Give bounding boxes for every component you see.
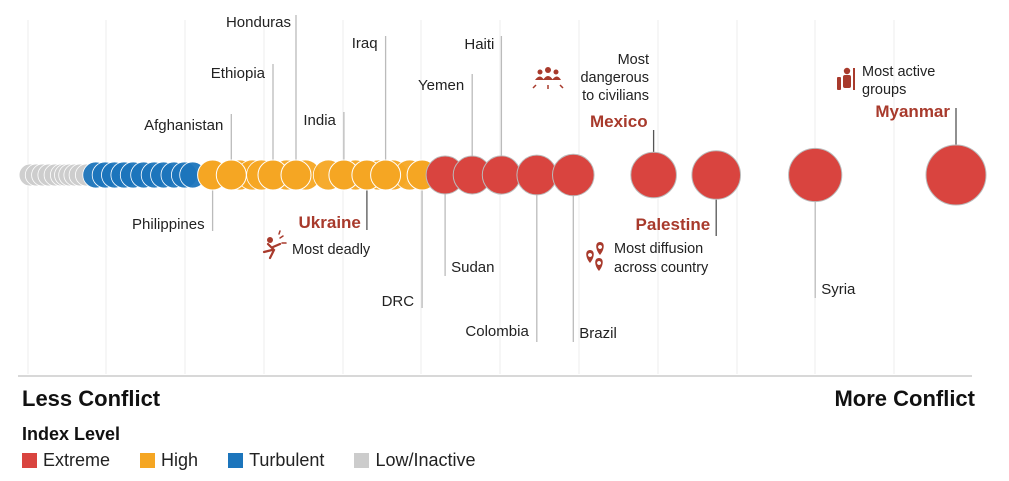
label-mexico: Mexico bbox=[590, 112, 648, 131]
label-honduras: Honduras bbox=[226, 14, 291, 31]
bubble-colombia bbox=[516, 154, 558, 196]
annotation-text-mexico: Most dangerous to civilians bbox=[580, 52, 649, 104]
label-myanmar: Myanmar bbox=[875, 102, 950, 121]
legend-item-low-inactive: Low/Inactive bbox=[354, 450, 476, 471]
axis-left-label: Less Conflict bbox=[22, 386, 161, 411]
bubble-mexico bbox=[630, 151, 677, 199]
bubble-iraq bbox=[370, 159, 402, 191]
country-bubbles bbox=[18, 144, 987, 206]
bubble-palestine bbox=[691, 150, 742, 200]
label-brazil: Brazil bbox=[579, 325, 617, 342]
axis-right-label: More Conflict bbox=[834, 386, 975, 411]
bubble-syria bbox=[788, 147, 843, 203]
legend-label-high: High bbox=[161, 450, 199, 470]
label-syria: Syria bbox=[821, 281, 856, 298]
legend-swatch-high bbox=[140, 453, 156, 468]
gridlines bbox=[27, 20, 895, 374]
legend-item-high: High bbox=[140, 450, 198, 471]
annotation-mexico: Most dangerous to civilians bbox=[532, 52, 649, 104]
bubble-honduras bbox=[280, 159, 312, 191]
legend-label-extreme: Extreme bbox=[43, 450, 111, 470]
annotation-palestine: Most diffusion across country bbox=[586, 241, 709, 276]
legend-swatch-extreme bbox=[22, 453, 37, 468]
legend-label-turbulent: Turbulent bbox=[249, 450, 325, 470]
legend-swatch-low-inactive bbox=[354, 453, 370, 468]
label-india: India bbox=[303, 112, 336, 129]
label-iraq: Iraq bbox=[352, 35, 378, 52]
bubble-haiti bbox=[481, 155, 521, 195]
legend-label-low-inactive: Low/Inactive bbox=[375, 450, 476, 470]
label-yemen: Yemen bbox=[418, 77, 464, 94]
annotations: Most dangerous to civilians Most active grou… bbox=[262, 52, 935, 276]
legend-swatch-turbulent bbox=[228, 453, 244, 468]
label-haiti: Haiti bbox=[464, 36, 494, 53]
people-group-icon bbox=[532, 67, 564, 89]
legend-title: Index Level bbox=[22, 424, 121, 444]
label-leader-lines bbox=[211, 15, 957, 342]
label-ethiopia: Ethiopia bbox=[211, 65, 266, 82]
country-labels: Philippines Afghanistan Ethiopia Honduras In… bbox=[132, 14, 950, 342]
label-colombia: Colombia bbox=[465, 323, 529, 340]
label-sudan: Sudan bbox=[451, 259, 494, 276]
label-philippines: Philippines bbox=[132, 216, 205, 233]
annotation-text-ukraine: Most deadly bbox=[292, 242, 371, 258]
annotation-myanmar: Most active groups bbox=[837, 64, 935, 98]
annotation-text-palestine: Most diffusion across country bbox=[614, 241, 709, 276]
explosion-icon bbox=[262, 230, 287, 260]
legend: Extreme High Turbulent Low/Inactive bbox=[22, 450, 476, 471]
label-ukraine: Ukraine bbox=[299, 213, 361, 232]
label-afghanistan: Afghanistan bbox=[144, 117, 223, 134]
legend-item-extreme: Extreme bbox=[22, 450, 110, 471]
bubble-afghanistan bbox=[215, 159, 247, 191]
annotation-text-myanmar: Most active groups bbox=[862, 64, 935, 98]
legend-item-turbulent: Turbulent bbox=[228, 450, 324, 471]
label-drc: DRC bbox=[382, 293, 415, 310]
map-pins-icon bbox=[586, 242, 604, 271]
label-palestine: Palestine bbox=[636, 215, 711, 234]
bubble-myanmar bbox=[925, 144, 987, 206]
armed-group-icon bbox=[837, 67, 855, 90]
bubble-brazil bbox=[552, 153, 595, 197]
annotation-ukraine: Most deadly bbox=[262, 230, 371, 260]
